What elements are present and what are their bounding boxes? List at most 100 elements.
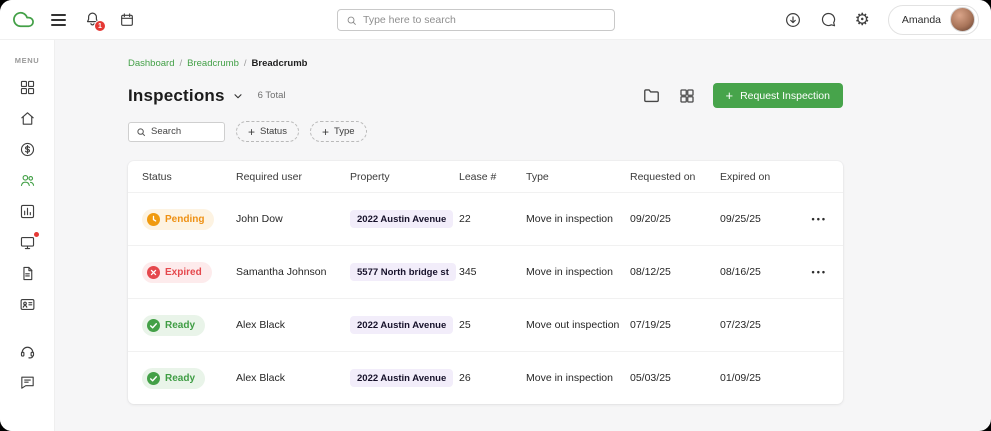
notifications-bell-button[interactable]: 1 bbox=[84, 11, 106, 32]
cell-required-user: John Dow bbox=[236, 213, 283, 225]
cell-actions: ••• bbox=[808, 212, 829, 226]
sidebar-item-feedback-chat[interactable] bbox=[19, 374, 36, 391]
cloud-logo-icon[interactable] bbox=[12, 8, 35, 31]
sidebar-item-campaign-monitor[interactable] bbox=[19, 232, 39, 251]
cell-property: 5577 North bridge st bbox=[350, 263, 459, 281]
filter-chip-status[interactable]: + Status bbox=[236, 121, 299, 142]
notification-dot bbox=[33, 232, 39, 237]
hamburger-menu-button[interactable] bbox=[51, 13, 66, 26]
property-tag[interactable]: 2022 Austin Avenue bbox=[350, 316, 454, 334]
property-tag[interactable]: 5577 North bridge st bbox=[350, 263, 456, 281]
cell-lease-number: 26 bbox=[459, 372, 471, 384]
table-row[interactable]: Ready Alex Black 2022 Austin Avenue 25 Move … bbox=[128, 298, 843, 351]
page-head: Inspections 6 Total + Request Inspection bbox=[128, 83, 843, 108]
topbar-right: ⚙ Amanda bbox=[784, 4, 979, 35]
status-label: Ready bbox=[165, 372, 196, 384]
cell-property: 2022 Austin Avenue bbox=[350, 210, 459, 228]
avatar bbox=[950, 7, 975, 32]
filter-chip-label: Type bbox=[333, 126, 355, 137]
breadcrumb-separator: / bbox=[179, 58, 183, 69]
cell-type: Move in inspection bbox=[526, 372, 613, 384]
cell-status: Ready bbox=[142, 314, 236, 336]
cell-actions: ••• bbox=[808, 265, 829, 279]
folder-view-button[interactable] bbox=[642, 86, 661, 105]
column-header: Requested on bbox=[630, 170, 696, 183]
property-tag[interactable]: 2022 Austin Avenue bbox=[350, 369, 454, 387]
column-header: Status bbox=[142, 170, 172, 183]
filter-chips: + Status + Type bbox=[236, 121, 367, 142]
table-body: Pending John Dow 2022 Austin Avenue 22 Move … bbox=[128, 192, 843, 404]
plus-icon: + bbox=[321, 124, 329, 139]
messages-bubble-button[interactable] bbox=[820, 11, 837, 28]
cell-type: Move in inspection bbox=[526, 213, 613, 225]
table-row[interactable]: Ready Alex Black 2022 Austin Avenue 26 Move … bbox=[128, 351, 843, 404]
download-circle-button[interactable] bbox=[784, 11, 802, 29]
calendar-button[interactable] bbox=[119, 12, 135, 28]
filter-chip-label: Status bbox=[260, 126, 287, 137]
sidebar-item-home[interactable] bbox=[19, 110, 36, 127]
table-row[interactable]: Pending John Dow 2022 Austin Avenue 22 Move … bbox=[128, 192, 843, 245]
sidebar-item-support-headset[interactable] bbox=[19, 343, 36, 360]
sidebar-item-reports-chart[interactable] bbox=[19, 203, 36, 220]
ready-check-icon bbox=[147, 371, 160, 385]
property-tag[interactable]: 2022 Austin Avenue bbox=[350, 210, 454, 228]
filters-row: + Status + Type bbox=[128, 121, 843, 142]
gear-icon: ⚙ bbox=[854, 10, 870, 29]
breadcrumb-current: Breadcrumb bbox=[251, 58, 308, 69]
table-search[interactable] bbox=[128, 121, 225, 142]
sidebar-item-people[interactable] bbox=[19, 172, 36, 189]
page-title: Inspections bbox=[128, 85, 225, 105]
request-inspection-label: Request Inspection bbox=[740, 89, 830, 102]
cell-required-user: Samantha Johnson bbox=[236, 266, 327, 278]
total-count-label: 6 Total bbox=[257, 90, 286, 101]
cell-expired-on: 09/25/25 bbox=[720, 213, 761, 225]
column-header: Lease # bbox=[459, 170, 497, 183]
head-actions: + Request Inspection bbox=[642, 83, 843, 108]
cell-requested-on: 05/03/25 bbox=[630, 372, 671, 384]
cell-required-user: Alex Black bbox=[236, 372, 286, 384]
table-header-row: Status Required user Property Lease # Type Re… bbox=[128, 161, 843, 192]
cell-status: Pending bbox=[142, 208, 236, 230]
cell-status: Expired bbox=[142, 261, 236, 283]
column-header: Property bbox=[350, 170, 390, 183]
status-label: Pending bbox=[165, 213, 205, 225]
cell-requested-on: 07/19/25 bbox=[630, 319, 671, 331]
cell-type: Move in inspection bbox=[526, 266, 613, 278]
cell-lease-number: 345 bbox=[459, 266, 477, 278]
cell-type: Move out inspection bbox=[526, 319, 620, 331]
main-content: Dashboard / Breadcrumb / Breadcrumb Inspecti… bbox=[55, 40, 991, 431]
sidebar-item-payments-dollar[interactable] bbox=[19, 141, 36, 158]
filter-chip-type[interactable]: + Type bbox=[309, 121, 367, 142]
sidebar-item-document[interactable] bbox=[19, 265, 36, 282]
sidebar-item-id-card[interactable] bbox=[19, 296, 36, 313]
chevron-down-icon[interactable] bbox=[232, 90, 244, 102]
status-label: Ready bbox=[165, 319, 196, 331]
table-row[interactable]: Expired Samantha Johnson 5577 North bridge… bbox=[128, 245, 843, 298]
plus-icon: + bbox=[248, 124, 256, 139]
user-menu[interactable]: Amanda bbox=[887, 4, 979, 35]
pending-clock-icon bbox=[147, 212, 160, 226]
sidebar-item-dashboard-grid[interactable] bbox=[19, 79, 36, 96]
request-inspection-button[interactable]: + Request Inspection bbox=[712, 83, 843, 108]
table-search-input[interactable] bbox=[151, 126, 217, 137]
plus-icon: + bbox=[725, 88, 734, 103]
user-name: Amanda bbox=[901, 13, 941, 26]
breadcrumb-link[interactable]: Dashboard bbox=[128, 58, 175, 69]
global-search[interactable] bbox=[337, 9, 615, 31]
breadcrumb-link[interactable]: Breadcrumb bbox=[187, 58, 239, 69]
grid-view-button[interactable] bbox=[678, 87, 696, 105]
sidebar-nav bbox=[0, 79, 54, 313]
cell-expired-on: 01/09/25 bbox=[720, 372, 761, 384]
expired-x-icon bbox=[147, 265, 160, 279]
cell-lease-number: 22 bbox=[459, 213, 471, 225]
status-label: Expired bbox=[165, 266, 202, 278]
sidebar: MENU bbox=[0, 40, 55, 431]
row-menu-button[interactable]: ••• bbox=[811, 214, 827, 224]
status-badge: Pending bbox=[142, 208, 215, 230]
global-search-input[interactable] bbox=[363, 14, 606, 26]
row-menu-button[interactable]: ••• bbox=[811, 267, 827, 277]
settings-gear-button[interactable]: ⚙ bbox=[855, 11, 870, 28]
cell-property: 2022 Austin Avenue bbox=[350, 369, 459, 387]
inspections-table: Status Required user Property Lease # Type Re… bbox=[128, 161, 843, 404]
